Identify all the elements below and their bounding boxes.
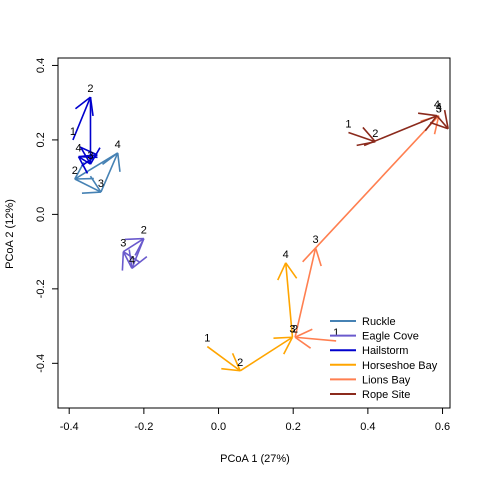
arrow-head bbox=[273, 336, 293, 339]
x-tick-label: -0.2 bbox=[134, 421, 153, 433]
arrow-head bbox=[124, 237, 144, 241]
legend-label: Rope Site bbox=[362, 389, 410, 401]
y-tick-label: 0.4 bbox=[35, 58, 47, 73]
series-hailstorm: 1 2 43 bbox=[70, 83, 101, 174]
point-label: 2 bbox=[87, 83, 93, 95]
point-label: 3 bbox=[120, 238, 126, 250]
x-tick-label: -0.4 bbox=[60, 421, 79, 433]
point-label: 1 bbox=[345, 118, 351, 130]
x-tick-label: 0.2 bbox=[286, 421, 301, 433]
arrow-head bbox=[285, 262, 298, 279]
arrow-head bbox=[81, 154, 98, 167]
point-label: 2 bbox=[72, 165, 78, 177]
series-ruckle: 234 bbox=[72, 139, 121, 194]
arrow-head bbox=[81, 191, 101, 194]
legend-label: Lions Bay bbox=[362, 374, 411, 386]
legend-label: Horseshoe Bay bbox=[362, 360, 438, 372]
legend-label: Eagle Cove bbox=[362, 331, 419, 343]
arrow-head bbox=[314, 247, 322, 267]
arrow-head bbox=[294, 336, 312, 349]
arrow-shaft bbox=[74, 152, 119, 180]
arrow-head bbox=[302, 247, 317, 263]
point-label: 2 bbox=[292, 323, 298, 335]
legend-label: Ruckle bbox=[362, 316, 396, 328]
point-label: 2 bbox=[372, 128, 378, 140]
point-label: 3 bbox=[313, 234, 319, 246]
legend: Ruckle Eagle Cove Hailstorm Horseshoe Bay Li… bbox=[330, 316, 438, 401]
point-label: 4 bbox=[115, 139, 121, 151]
x-tick-label: 0.4 bbox=[360, 421, 375, 433]
point-label: 1 bbox=[70, 126, 76, 138]
series-eagle-cove: 3 2 4 bbox=[120, 225, 148, 271]
arrow-head bbox=[74, 96, 91, 110]
arrow-shaft bbox=[78, 155, 91, 165]
x-axis: -0.4 -0.2 0.0 0.2 0.4 0.6 bbox=[60, 407, 450, 433]
point-label: 3 bbox=[87, 150, 93, 162]
x-tick-label: 0.6 bbox=[435, 421, 450, 433]
y-tick-label: 0.2 bbox=[35, 132, 47, 147]
point-label: 4 bbox=[129, 254, 135, 266]
arrow-head bbox=[362, 126, 376, 143]
arrow-shaft bbox=[294, 336, 337, 342]
arrow-head bbox=[128, 249, 133, 269]
arrow-shaft bbox=[122, 251, 133, 269]
point-label: 3 bbox=[98, 178, 104, 190]
arrow-head bbox=[443, 109, 449, 129]
arrow-shaft bbox=[363, 114, 438, 147]
arrow-shaft bbox=[131, 238, 145, 269]
point-label: 1 bbox=[204, 333, 210, 345]
point-label: 2 bbox=[141, 225, 147, 237]
arrow-head bbox=[122, 250, 140, 263]
point-label: 4 bbox=[75, 143, 81, 155]
x-axis-label: PCoA 1 (27%) bbox=[220, 453, 290, 465]
arrow-head bbox=[429, 121, 449, 130]
arrow-shaft bbox=[348, 131, 376, 143]
y-axis-label: PCoA 2 (12%) bbox=[4, 199, 16, 269]
arrow-head bbox=[231, 353, 241, 372]
arrow-shaft bbox=[122, 237, 145, 253]
arrow-shaft bbox=[436, 115, 449, 130]
point-label: 1 bbox=[333, 327, 339, 339]
arrow-head bbox=[277, 262, 287, 281]
arrow-shaft bbox=[206, 345, 241, 372]
arrow-shaft bbox=[315, 115, 440, 249]
arrow-head bbox=[283, 336, 294, 355]
arrow-head bbox=[294, 328, 313, 338]
arrow-shaft bbox=[239, 336, 293, 372]
y-tick-label: -0.4 bbox=[35, 354, 47, 373]
series-rope-site: 1 2 43 bbox=[345, 99, 449, 147]
arrow-shaft bbox=[74, 178, 102, 193]
arrow-head bbox=[221, 367, 241, 372]
arrow-shaft bbox=[100, 152, 119, 193]
point-label: 2 bbox=[237, 357, 243, 369]
arrow-shaft bbox=[78, 154, 98, 158]
point-label: 3 bbox=[289, 323, 295, 335]
arrow-head bbox=[131, 256, 148, 270]
arrow-head bbox=[417, 112, 438, 117]
arrow-head bbox=[121, 251, 125, 271]
point-label: 3 bbox=[436, 104, 442, 116]
arrow-head bbox=[116, 152, 121, 172]
y-tick-label: 0.0 bbox=[35, 207, 47, 222]
y-axis: -0.4 -0.2 0.0 0.2 0.4 bbox=[35, 58, 59, 373]
x-tick-label: 0.0 bbox=[211, 421, 226, 433]
arrow-shaft bbox=[284, 262, 294, 338]
point-label: 4 bbox=[283, 249, 289, 261]
arrow-head bbox=[79, 146, 98, 156]
legend-label: Hailstorm bbox=[362, 345, 408, 357]
y-tick-label: -0.2 bbox=[35, 279, 47, 298]
point-label: 4 bbox=[436, 102, 442, 114]
arrow-shaft bbox=[72, 96, 92, 141]
arrow-shaft bbox=[294, 247, 317, 338]
point-label: 4 bbox=[434, 99, 440, 111]
